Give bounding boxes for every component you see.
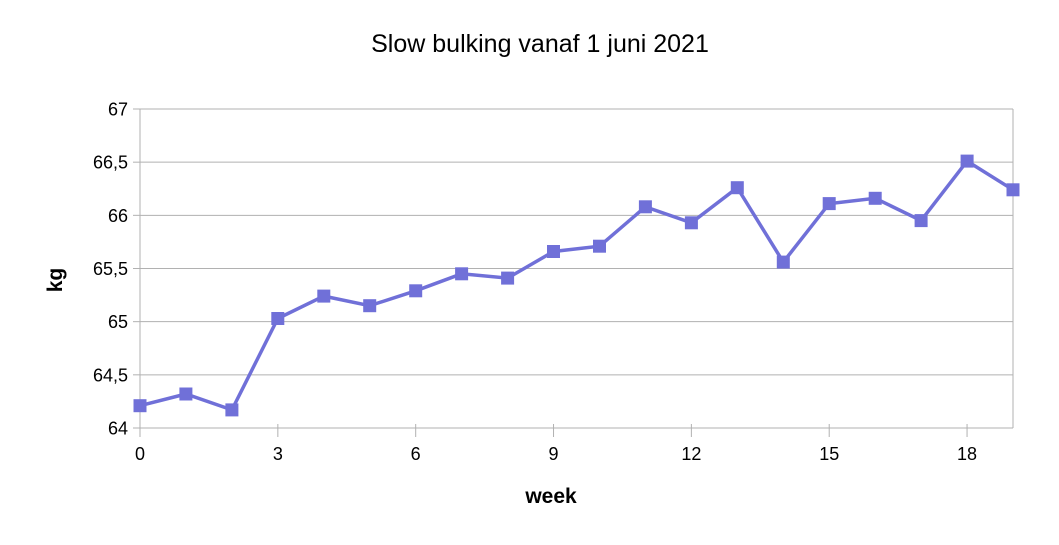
- y-tick-label: 64: [108, 419, 128, 439]
- y-tick-label: 65,5: [93, 259, 128, 279]
- data-point-marker: [547, 245, 560, 258]
- y-tick-label: 66,5: [93, 153, 128, 173]
- data-point-marker: [363, 299, 377, 313]
- chart-title: Slow bulking vanaf 1 juni 2021: [371, 30, 709, 58]
- x-tick-label: 0: [135, 444, 145, 464]
- x-axis-title: week: [525, 485, 577, 508]
- x-tick-label: 18: [957, 444, 977, 464]
- x-tick-label: 9: [549, 444, 559, 464]
- data-point-marker: [638, 200, 652, 214]
- data-point-marker: [317, 289, 331, 303]
- data-point-marker: [133, 399, 147, 413]
- data-point-marker: [960, 154, 974, 168]
- y-tick-label: 65: [108, 312, 128, 332]
- data-point-marker: [730, 181, 744, 195]
- y-tick-label: 66: [108, 206, 128, 226]
- x-tick-label: 3: [273, 444, 283, 464]
- data-point-marker: [455, 267, 469, 281]
- data-point-marker: [822, 197, 836, 211]
- data-point-marker: [409, 284, 423, 298]
- y-axis-title: kg: [44, 267, 67, 293]
- data-point-marker: [684, 216, 698, 230]
- y-tick-label: 64,5: [93, 365, 128, 385]
- data-point-marker: [179, 387, 193, 401]
- data-point-marker: [271, 312, 285, 325]
- data-point-marker: [776, 255, 790, 269]
- x-tick-label: 6: [411, 444, 421, 464]
- y-tick-label: 67: [108, 100, 128, 120]
- x-tick-label: 15: [819, 444, 839, 464]
- data-point-marker: [868, 191, 882, 205]
- data-point-marker: [501, 271, 515, 285]
- x-tick-label: 12: [681, 444, 701, 464]
- data-point-marker: [1006, 183, 1020, 197]
- series-line: [139, 158, 1014, 413]
- data-point-marker: [225, 403, 239, 417]
- data-point-marker: [914, 214, 928, 228]
- data-point-marker: [593, 239, 606, 253]
